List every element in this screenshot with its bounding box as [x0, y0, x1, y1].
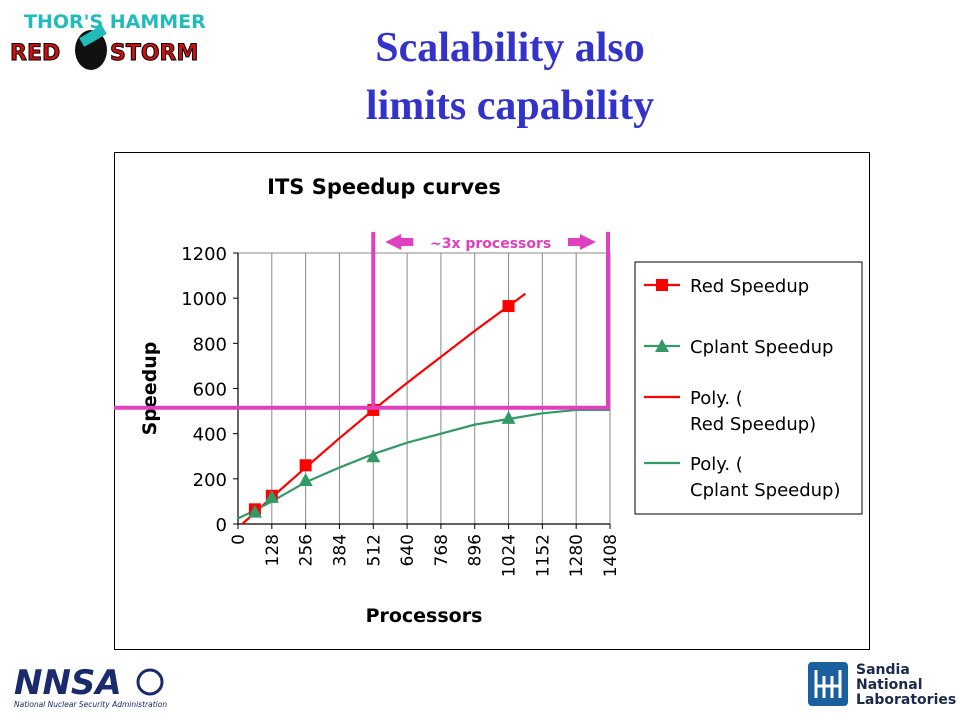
legend-label-0: Red Speedup [690, 276, 809, 297]
slide-title-line1: Scalability also [375, 25, 645, 71]
x-tick-label: 640 [398, 534, 418, 566]
y-tick-label: 1200 [181, 244, 227, 265]
atom-icon [136, 668, 164, 696]
annotation-label: ~3x processors [430, 236, 551, 252]
y-tick-label: 1000 [181, 289, 227, 310]
nnsa-logo: NNSA National Nuclear Security Administr… [14, 663, 167, 709]
y-axis-label: Speedup [139, 342, 161, 436]
annotation-left-arrow [385, 234, 414, 250]
thunderbird-icon [808, 662, 848, 706]
x-tick-label: 128 [263, 534, 283, 566]
cplant-speedup-point [298, 472, 313, 486]
logo-red-text: RED [10, 41, 60, 66]
legend-label-3: Poly. (Cplant Speedup) [690, 454, 841, 501]
x-tick-label: 1408 [601, 534, 621, 577]
red-speedup-point [299, 459, 312, 472]
cplant-speedup-point [247, 504, 262, 518]
annotation-right-arrow [568, 234, 596, 250]
logo-thors-hammer-text: THOR'S HAMMER [24, 11, 206, 33]
cplant-speedup-point [264, 489, 279, 503]
x-tick-label: 1280 [567, 534, 587, 577]
x-tick-label: 768 [432, 534, 452, 566]
speedup-chart: ITS Speedup curves 0 200 400 600 800 1000 1200 0… [114, 175, 863, 627]
svg-text:National: National [856, 677, 923, 693]
x-tick-label: 0 [229, 534, 249, 545]
legend-label-1: Cplant Speedup [690, 337, 833, 358]
x-tick-label: 896 [466, 534, 486, 566]
legend-swatch-marker-0 [656, 279, 668, 291]
svg-text:Laboratories: Laboratories [856, 692, 956, 708]
logo-nnsa-text: NNSA [14, 663, 122, 703]
logo-sandia-text: Sandia [856, 662, 910, 678]
red-storm-logo: THOR'S HAMMER RED STORM [10, 11, 206, 70]
x-tick-label: 1152 [533, 534, 553, 577]
y-tick-label: 800 [193, 334, 227, 355]
x-tick-label: 1024 [500, 534, 520, 577]
y-tick-label: 600 [193, 380, 227, 401]
cplant-speedup-point [366, 449, 381, 463]
x-tick-label: 256 [297, 534, 317, 566]
sandia-logo: Sandia National Laboratories [808, 662, 956, 708]
plot-area [237, 252, 611, 525]
chart-title: ITS Speedup curves [267, 175, 501, 199]
x-axis-label: Processors [366, 605, 483, 627]
y-tick-label: 0 [216, 515, 227, 536]
y-tick-label: 200 [193, 470, 227, 491]
legend-swatch-marker-1 [655, 339, 669, 352]
legend-label-2: Poly. (Red Speedup) [690, 388, 816, 435]
x-tick-label: 384 [330, 534, 350, 566]
slide-title-line2: limits capability [365, 83, 655, 129]
cplant-speedup-point [501, 410, 516, 424]
logo-nnsa-caption: National Nuclear Security Administration [14, 700, 167, 709]
red-speedup-point [502, 300, 515, 313]
y-tick-label: 400 [193, 425, 227, 446]
x-tick-label: 512 [364, 534, 384, 566]
series-line-3 [237, 408, 610, 520]
logo-storm-text: STORM [110, 41, 198, 66]
series-line-2 [241, 292, 527, 525]
legend-box [634, 261, 863, 515]
